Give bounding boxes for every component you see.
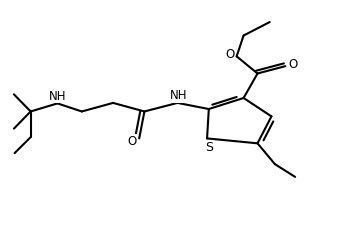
Text: O: O [127,135,136,148]
Text: NH: NH [170,89,188,102]
Text: S: S [205,141,213,154]
Text: O: O [225,48,234,61]
Text: NH: NH [49,89,66,103]
Text: O: O [288,58,298,72]
